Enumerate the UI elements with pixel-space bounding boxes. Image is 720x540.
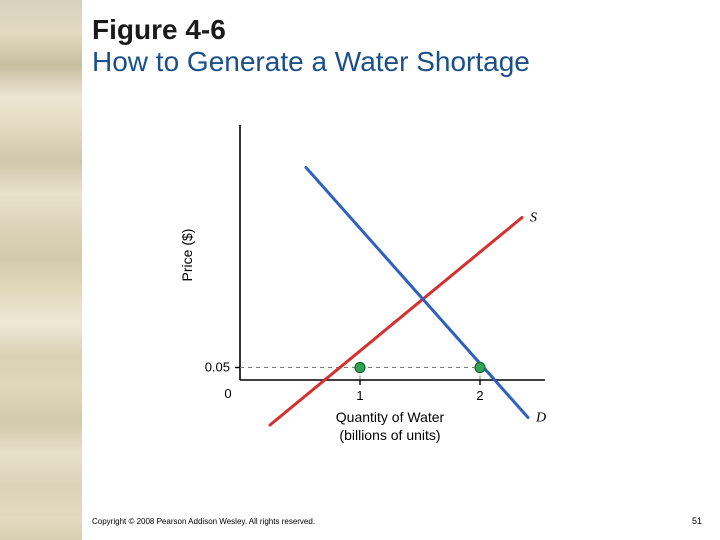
- y-axis-label: Price ($): [179, 229, 195, 282]
- page-number: 51: [692, 516, 702, 526]
- chart-svg: 1 2 0.05 0 S D Quantity of Water (billions of u…: [170, 120, 590, 450]
- y-tick-label: 0.05: [205, 360, 230, 375]
- title-block: Figure 4-6 How to Generate a Water Short…: [92, 14, 700, 78]
- figure-title: How to Generate a Water Shortage: [92, 46, 700, 78]
- supply-label: S: [530, 211, 537, 226]
- supply-curve: [270, 218, 522, 426]
- demand-label: D: [535, 411, 546, 426]
- figure-label: Figure 4-6: [92, 14, 700, 46]
- decorative-left-strip: [0, 0, 82, 540]
- x-axis-label-line1: Quantity of Water: [336, 409, 445, 425]
- supply-demand-chart: 1 2 0.05 0 S D Quantity of Water (billions of u…: [170, 120, 590, 450]
- x-tick-label: 1: [356, 388, 363, 403]
- copyright-text: Copyright © 2008 Pearson Addison Wesley.…: [92, 517, 315, 526]
- x-tick-label: 2: [476, 388, 483, 403]
- marker-demand-point: [475, 363, 485, 373]
- origin-label: 0: [224, 386, 231, 401]
- x-axis-label-line2: (billions of units): [339, 427, 440, 443]
- marker-supply-point: [355, 363, 365, 373]
